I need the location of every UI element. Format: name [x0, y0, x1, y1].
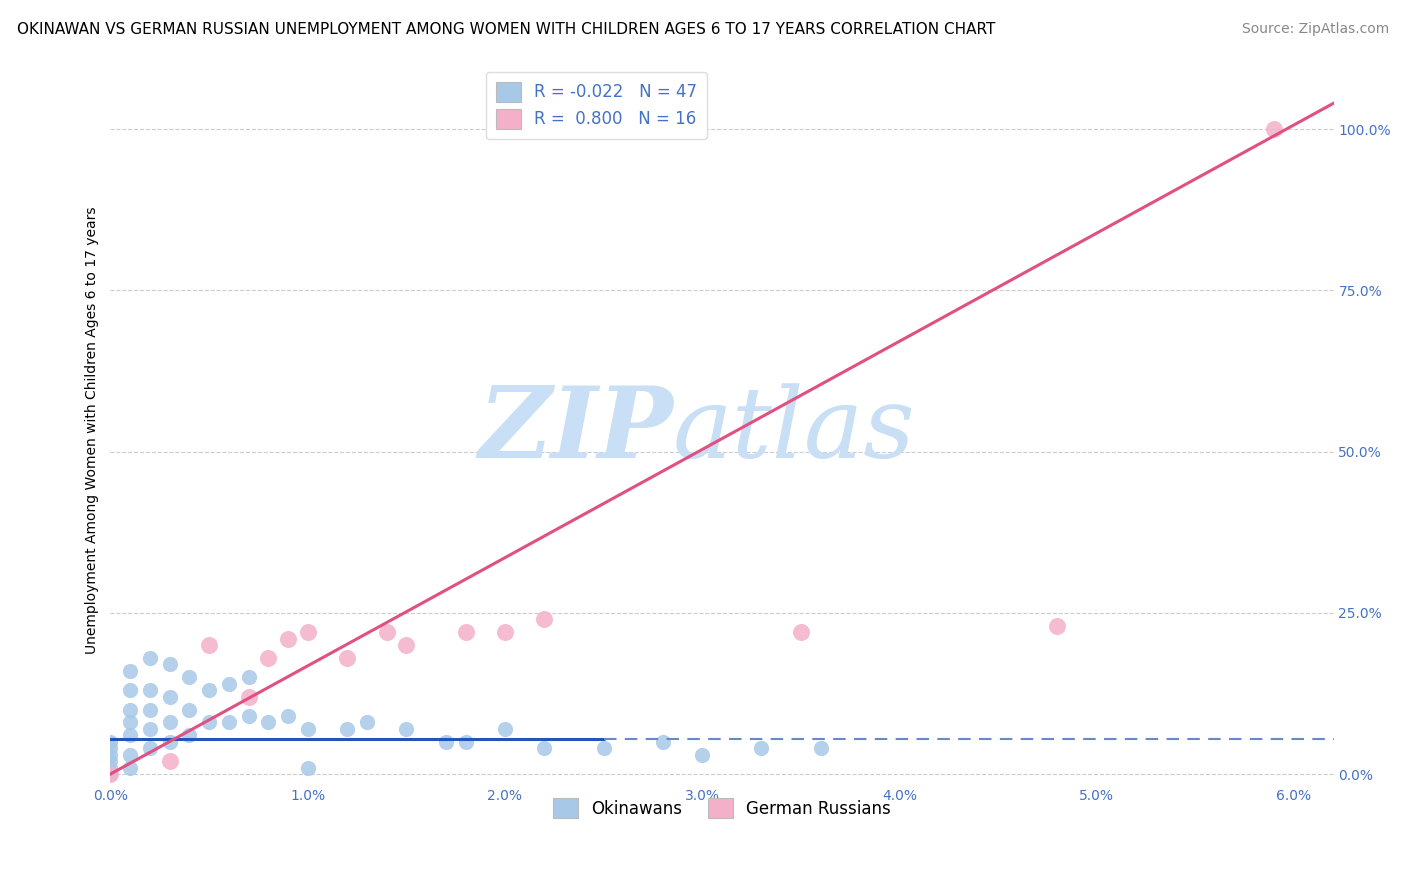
Point	[238, 690, 260, 704]
Text: OKINAWAN VS GERMAN RUSSIAN UNEMPLOYMENT AMONG WOMEN WITH CHILDREN AGES 6 TO 17 Y: OKINAWAN VS GERMAN RUSSIAN UNEMPLOYMENT …	[17, 22, 995, 37]
Y-axis label: Unemployment Among Women with Children Ages 6 to 17 years: Unemployment Among Women with Children A…	[86, 207, 100, 655]
Point	[810, 741, 832, 756]
Point	[533, 741, 555, 756]
Point	[336, 651, 359, 665]
Point	[1263, 122, 1285, 136]
Point	[297, 761, 319, 775]
Text: atlas: atlas	[673, 383, 915, 478]
Point	[100, 761, 122, 775]
Point	[395, 722, 418, 736]
Point	[238, 670, 260, 684]
Point	[100, 735, 122, 749]
Point	[120, 702, 142, 716]
Point	[100, 767, 122, 781]
Point	[257, 715, 280, 730]
Point	[494, 625, 516, 640]
Text: ZIP: ZIP	[478, 383, 673, 479]
Legend: Okinawans, German Russians: Okinawans, German Russians	[547, 791, 897, 825]
Point	[159, 657, 181, 672]
Point	[454, 625, 477, 640]
Point	[336, 722, 359, 736]
Point	[159, 754, 181, 768]
Point	[179, 728, 201, 742]
Point	[751, 741, 773, 756]
Point	[297, 625, 319, 640]
Point	[494, 722, 516, 736]
Point	[790, 625, 813, 640]
Point	[120, 761, 142, 775]
Point	[139, 683, 162, 698]
Point	[1046, 618, 1069, 632]
Point	[198, 638, 221, 652]
Point	[159, 715, 181, 730]
Point	[120, 664, 142, 678]
Point	[454, 735, 477, 749]
Point	[198, 683, 221, 698]
Point	[690, 747, 713, 762]
Point	[277, 632, 299, 646]
Point	[139, 702, 162, 716]
Point	[139, 722, 162, 736]
Point	[100, 767, 122, 781]
Point	[592, 741, 614, 756]
Point	[179, 670, 201, 684]
Point	[277, 709, 299, 723]
Text: Source: ZipAtlas.com: Source: ZipAtlas.com	[1241, 22, 1389, 37]
Point	[434, 735, 457, 749]
Point	[139, 741, 162, 756]
Point	[533, 612, 555, 626]
Point	[120, 728, 142, 742]
Point	[120, 715, 142, 730]
Point	[297, 722, 319, 736]
Point	[218, 715, 240, 730]
Point	[100, 754, 122, 768]
Point	[238, 709, 260, 723]
Point	[198, 715, 221, 730]
Point	[120, 683, 142, 698]
Point	[159, 735, 181, 749]
Point	[651, 735, 673, 749]
Point	[375, 625, 398, 640]
Point	[356, 715, 378, 730]
Point	[100, 741, 122, 756]
Point	[120, 747, 142, 762]
Point	[218, 677, 240, 691]
Point	[179, 702, 201, 716]
Point	[257, 651, 280, 665]
Point	[139, 651, 162, 665]
Point	[159, 690, 181, 704]
Point	[100, 747, 122, 762]
Point	[395, 638, 418, 652]
